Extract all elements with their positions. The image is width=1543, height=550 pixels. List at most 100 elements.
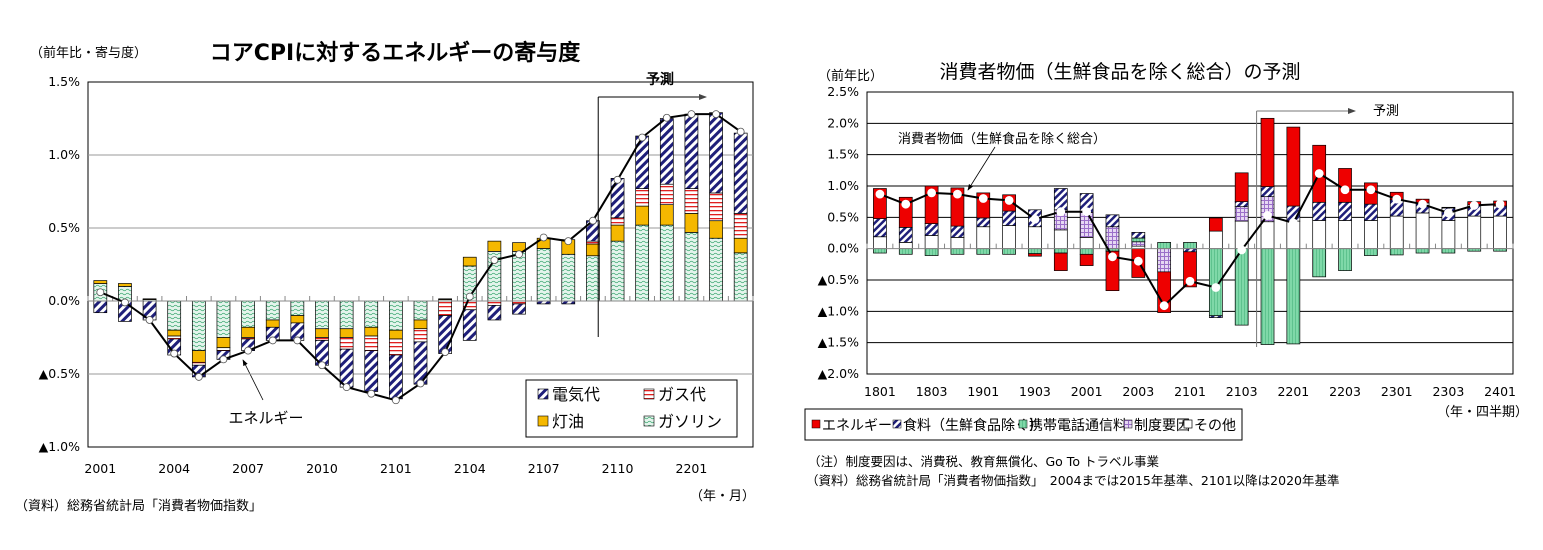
bar-phone-2001 (1079, 248, 1094, 255)
left-legend: 電気代 ガス代 灯油 ガソリン (525, 379, 738, 438)
y-tick-label: 0.5% (48, 220, 80, 235)
bar-kerosene-2004 (167, 329, 182, 337)
bar-phone-2003 (1131, 237, 1146, 243)
legend-swatch-gasoline (643, 415, 655, 427)
bar-kerosene-2008 (265, 319, 280, 328)
line-point-2002 (121, 298, 129, 307)
legend-label-energy: エネルギー (822, 418, 892, 434)
legend-swatch-food (892, 419, 902, 429)
line-point-2101 (1185, 276, 1195, 286)
left-xlabel: （年・月） (690, 489, 755, 504)
right-source: （資料）総務省統計局「消費者物価指数」 2004までは2015年基準、2101以… (806, 473, 1340, 488)
line-point-2401 (1495, 199, 1505, 209)
bar-other-2104 (1260, 221, 1275, 250)
bar-kerosene-2110 (610, 224, 625, 242)
bar-gasoline-2203 (733, 252, 748, 302)
bar-electricity-2011 (339, 348, 354, 388)
bar-phone-1904 (1053, 248, 1068, 254)
left-chart-title: コアCPIに対するエネルギーの寄与度 (210, 40, 581, 66)
y-tick-label: ▲1.5% (818, 335, 859, 350)
bar-phone-2201 (1286, 248, 1301, 345)
legend-swatch-energy (811, 419, 821, 429)
bar-kerosene-2006 (216, 337, 231, 349)
bar-other-2202 (1312, 220, 1327, 250)
bar-food-2204 (1364, 203, 1378, 221)
legend-swatch-policy (1123, 419, 1133, 429)
bar-electricity-2103 (438, 315, 452, 354)
bar-electricity-2203 (733, 132, 748, 214)
bar-gasoline-2108 (561, 253, 576, 302)
x-tick-label: 2003 (1122, 384, 1154, 399)
x-tick-label: 1803 (916, 384, 948, 399)
plot-frame (87, 81, 754, 448)
bar-phone-2004 (1157, 242, 1172, 250)
legend-swatch-gas (643, 388, 655, 400)
x-tick-label: 2201 (1277, 384, 1309, 399)
bar-energy-2001 (1079, 253, 1094, 266)
x-tick-label: 2203 (1329, 384, 1361, 399)
x-tick-label: 2101 (380, 461, 412, 476)
bar-gas-2202 (709, 192, 723, 222)
bar-energy-2201 (1286, 126, 1301, 207)
bar-gas-2006 (216, 347, 231, 351)
legend-label-gas: ガス代 (658, 385, 706, 404)
y-tick-label: ▲0.5% (39, 366, 80, 381)
bar-other-2203 (1338, 220, 1352, 250)
x-tick-label: 1903 (1019, 384, 1051, 399)
bar-other-1801 (873, 236, 887, 250)
bar-other-1804 (950, 237, 965, 250)
x-tick-label: 1801 (864, 384, 896, 399)
legend-label-gasoline: ガソリン (658, 412, 722, 431)
bar-gasoline-2004 (167, 300, 182, 331)
bar-kerosene-2203 (733, 237, 748, 254)
bar-gasoline-2202 (709, 237, 723, 302)
bar-gas-2109 (586, 240, 600, 245)
bar-policy-2103 (1234, 206, 1249, 222)
x-tick-label: 1901 (967, 384, 999, 399)
y-tick-label: 0.0% (827, 241, 859, 256)
line-point-1904 (1056, 207, 1066, 217)
line-point-1903 (1030, 214, 1040, 224)
bar-food-1901 (976, 217, 991, 228)
bar-energy-1804 (950, 187, 965, 227)
legend-label-other: その他 (1194, 418, 1236, 434)
bar-gas-2010 (315, 337, 329, 341)
bar-policy-2002 (1105, 226, 1120, 250)
bar-phone-2202 (1312, 248, 1327, 278)
line-point-2105 (490, 256, 499, 265)
line-point-2102 (416, 379, 425, 388)
x-tick-label: 2010 (306, 461, 338, 476)
left-forecast-label-bg (640, 70, 680, 90)
y-tick-label: 0.5% (827, 209, 859, 224)
x-tick-label: 2007 (232, 461, 264, 476)
bar-phone-2103 (1234, 248, 1249, 326)
bar-gas-2110 (610, 217, 625, 226)
line-point-2003 (145, 316, 154, 324)
bar-policy-2004 (1157, 248, 1172, 273)
bar-gasoline-2102 (413, 300, 428, 321)
line-point-2001 (96, 288, 105, 297)
legend-label-food: 食料（生鮮食品除く） (903, 417, 1043, 434)
bar-food-2102 (1208, 315, 1223, 318)
line-point-2107 (539, 233, 548, 242)
x-tick-label: 2001 (1071, 384, 1103, 399)
line-point-2103 (1237, 245, 1247, 255)
right-legend: エネルギー 食料（生鮮食品除く） 携帯電話通信料 制度要因 その他 (804, 408, 1243, 441)
bar-gas-2101 (389, 338, 403, 356)
bar-other-2303 (1441, 220, 1456, 250)
line-point-2109 (589, 216, 597, 225)
bar-energy-2102 (1208, 217, 1223, 232)
x-tick-label: 2107 (528, 461, 560, 476)
bar-phone-1803 (924, 248, 939, 256)
bar-gasoline-2101 (389, 300, 403, 331)
x-tick-label: 2301 (1381, 384, 1413, 399)
right-chart-title: 消費者物価（生鮮食品を除く総合）の予測 (939, 61, 1300, 83)
line-point-2102 (1211, 283, 1221, 292)
plot-frame (866, 91, 1514, 375)
bar-gasoline-2005 (191, 300, 206, 351)
bar-energy-2303 (1441, 206, 1456, 209)
line-point-1902 (1004, 196, 1014, 205)
bar-gasoline-2010 (315, 300, 329, 330)
line-point-2201 (687, 110, 696, 119)
